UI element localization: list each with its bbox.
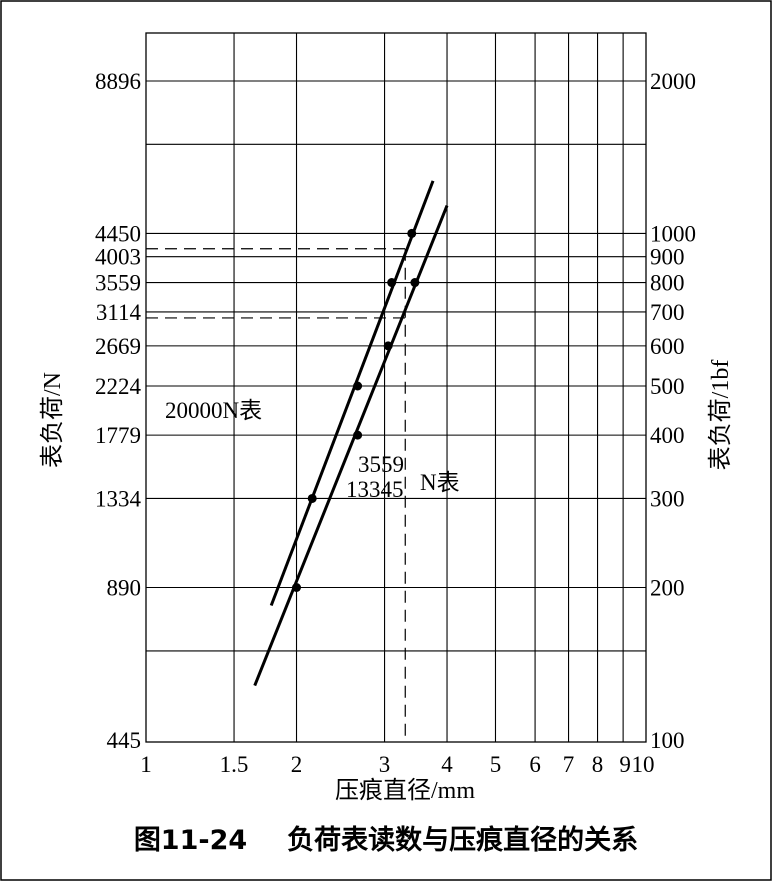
y-tick-label-right: 300 xyxy=(650,486,685,511)
y-axis-label-right: 表负荷/1bf xyxy=(707,360,734,471)
series-a-annotation: 20000N表 xyxy=(165,398,262,423)
y-tick-label-left: 1334 xyxy=(95,486,142,511)
y-tick-label-left: 4003 xyxy=(95,245,141,270)
y-tick-label-left: 4450 xyxy=(95,221,141,246)
tick-labels: 1 1.5 2 3 4 5 6 7 8 9 10 445 100 890 200 1334 300 1779 400… xyxy=(95,69,696,777)
data-point xyxy=(407,228,417,238)
data-point xyxy=(410,278,420,288)
y-tick-label-left: 890 xyxy=(107,575,142,600)
data-point xyxy=(383,341,393,351)
series-b-annotation-top: 3559 xyxy=(358,452,404,477)
y-tick-label-right: 800 xyxy=(650,271,685,296)
x-tick-label: 1 xyxy=(140,752,152,777)
y-tick-label-left: 3559 xyxy=(95,271,141,296)
y-tick-label-right: 400 xyxy=(650,423,685,448)
caption-text: 负荷表读数与压痕直径的关系 xyxy=(287,825,639,856)
x-tick-label: 10 xyxy=(632,752,655,777)
data-point xyxy=(353,381,363,391)
y-tick-label-right: 2000 xyxy=(650,69,696,94)
data-point xyxy=(353,430,363,440)
y-tick-label-left: 2669 xyxy=(95,334,141,359)
y-tick-label-right: 200 xyxy=(650,575,685,600)
plot-frame xyxy=(145,32,647,743)
data-point xyxy=(307,493,317,503)
series-line xyxy=(253,205,449,687)
y-tick-label-right: 700 xyxy=(650,300,685,325)
reference-lines xyxy=(146,248,406,742)
y-tick-label-right: 900 xyxy=(650,245,685,270)
x-tick-label: 8 xyxy=(592,752,604,777)
y-tick-label-right: 500 xyxy=(650,374,685,399)
y-tick-label-left: 2224 xyxy=(95,374,142,399)
figure-caption: 图11-24 负荷表读数与压痕直径的关系 xyxy=(0,818,772,857)
series-line xyxy=(269,180,435,607)
y-tick-label-right: 1000 xyxy=(650,221,696,246)
caption-number: 图11-24 xyxy=(133,825,248,856)
series-b-annotation-suffix: N表 xyxy=(420,470,460,495)
grid xyxy=(146,33,646,742)
x-tick-label: 7 xyxy=(563,752,575,777)
x-tick-label: 9 xyxy=(619,752,631,777)
y-tick-label-right: 600 xyxy=(650,334,685,359)
x-tick-label: 5 xyxy=(490,752,502,777)
data-point xyxy=(292,582,302,592)
y-axis-label-left: 表负荷/N xyxy=(39,372,66,468)
y-tick-label-left: 8896 xyxy=(95,69,141,94)
series-group xyxy=(253,180,449,687)
y-tick-label-right: 100 xyxy=(650,728,685,753)
y-tick-label-left: 1779 xyxy=(95,423,141,448)
x-axis-label: 压痕直径/mm xyxy=(335,777,475,804)
x-tick-label: 3 xyxy=(379,752,391,777)
x-tick-label: 4 xyxy=(441,752,453,777)
data-point xyxy=(387,278,397,288)
series-b-annotation-bottom: 13345 xyxy=(346,477,404,502)
y-tick-label-left: 3114 xyxy=(96,300,142,325)
x-tick-label: 1.5 xyxy=(220,752,249,777)
x-tick-label: 6 xyxy=(529,752,541,777)
x-tick-label: 2 xyxy=(291,752,303,777)
y-tick-label-left: 445 xyxy=(107,728,142,753)
